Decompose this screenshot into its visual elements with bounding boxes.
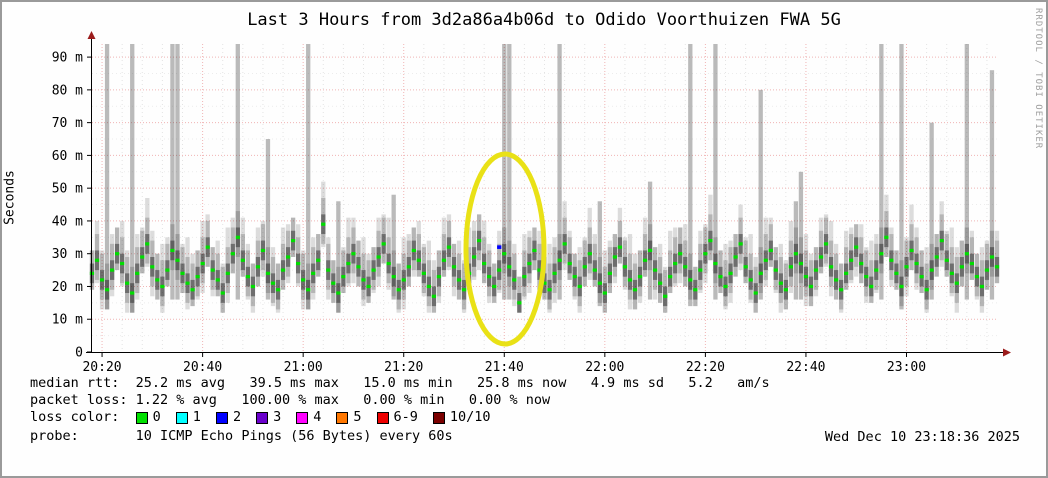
legend-median-rtt: median rtt: 25.2 ms avg 39.5 ms max 15.0 … <box>30 376 770 391</box>
rrdtool-credit: RRDTOOL / TOBI OETIKER <box>1033 8 1043 150</box>
loss-color-items: 0 1 2 3 4 5 6-9 10/10 <box>135 409 506 425</box>
svg-text:22:20: 22:20 <box>686 360 725 375</box>
loss-color-swatch <box>135 411 148 424</box>
svg-text:90 m: 90 m <box>52 51 83 66</box>
svg-text:21:00: 21:00 <box>284 360 323 375</box>
median-rtt-label: median rtt: <box>30 375 120 391</box>
loss-color-swatch <box>256 411 269 424</box>
chart-title: Last 3 Hours from 3d2a86a4b06d to Odido … <box>247 10 841 30</box>
svg-text:50 m: 50 m <box>52 182 83 197</box>
legend-probe: probe: 10 ICMP Echo Pings (56 Bytes) ever… <box>30 429 453 444</box>
svg-text:21:20: 21:20 <box>384 360 423 375</box>
y-axis-label: Seconds <box>2 170 18 225</box>
loss-color-item: 2 <box>215 409 242 425</box>
svg-text:20:20: 20:20 <box>82 360 121 375</box>
loss-color-value: 3 <box>273 409 282 425</box>
loss-color-swatch <box>432 411 445 424</box>
timestamp: Wed Dec 10 23:18:36 2025 <box>824 429 1020 445</box>
svg-text:60 m: 60 m <box>52 149 83 164</box>
probe-value: 10 ICMP Echo Pings (56 Bytes) every 60s <box>135 428 453 444</box>
loss-color-value: 5 <box>353 409 362 425</box>
annotation-ellipse <box>463 151 547 347</box>
loss-color-value: 1 <box>192 409 201 425</box>
svg-text:21:40: 21:40 <box>485 360 524 375</box>
svg-text:70 m: 70 m <box>52 116 83 131</box>
loss-color-item: 0 <box>135 409 161 425</box>
loss-color-swatch <box>175 411 188 424</box>
loss-color-item: 1 <box>175 409 201 425</box>
svg-text:40 m: 40 m <box>52 214 83 229</box>
svg-text:22:00: 22:00 <box>585 360 624 375</box>
loss-color-swatch <box>336 411 349 424</box>
legend-loss-color: loss color: 0 1 2 3 4 5 6-9 10/10 <box>30 410 506 425</box>
packet-loss-label: packet loss: <box>30 392 128 408</box>
loss-color-item: 4 <box>296 410 321 425</box>
svg-text:0: 0 <box>75 346 83 361</box>
probe-label: probe: <box>30 428 79 444</box>
loss-color-item: 5 <box>336 409 362 425</box>
loss-color-item: 6-9 <box>376 409 418 425</box>
loss-color-value: 0 <box>152 409 161 425</box>
loss-color-swatch <box>376 411 389 424</box>
loss-color-value: 4 <box>313 409 322 425</box>
svg-text:30 m: 30 m <box>52 247 83 262</box>
packet-loss-values: 1.22 % avg 100.00 % max 0.00 % min 0.00 … <box>135 392 551 408</box>
loss-color-swatch <box>215 411 228 424</box>
svg-text:80 m: 80 m <box>52 83 83 98</box>
legend-packet-loss: packet loss: 1.22 % avg 100.00 % max 0.00… <box>30 393 550 408</box>
svg-text:10 m: 10 m <box>52 313 83 328</box>
loss-color-label: loss color: <box>30 409 120 425</box>
loss-color-value: 2 <box>232 409 242 425</box>
loss-color-item: 10/10 <box>432 409 491 425</box>
loss-color-value: 10/10 <box>449 409 491 425</box>
svg-text:22:40: 22:40 <box>786 360 825 375</box>
loss-color-item: 3 <box>256 410 281 425</box>
svg-text:20:40: 20:40 <box>183 360 222 375</box>
loss-color-swatch <box>296 411 309 424</box>
svg-text:20 m: 20 m <box>52 280 83 295</box>
svg-text:23:00: 23:00 <box>887 360 926 375</box>
median-rtt-values: 25.2 ms avg 39.5 ms max 15.0 ms min 25.8… <box>135 375 770 391</box>
loss-color-value: 6-9 <box>393 409 418 425</box>
